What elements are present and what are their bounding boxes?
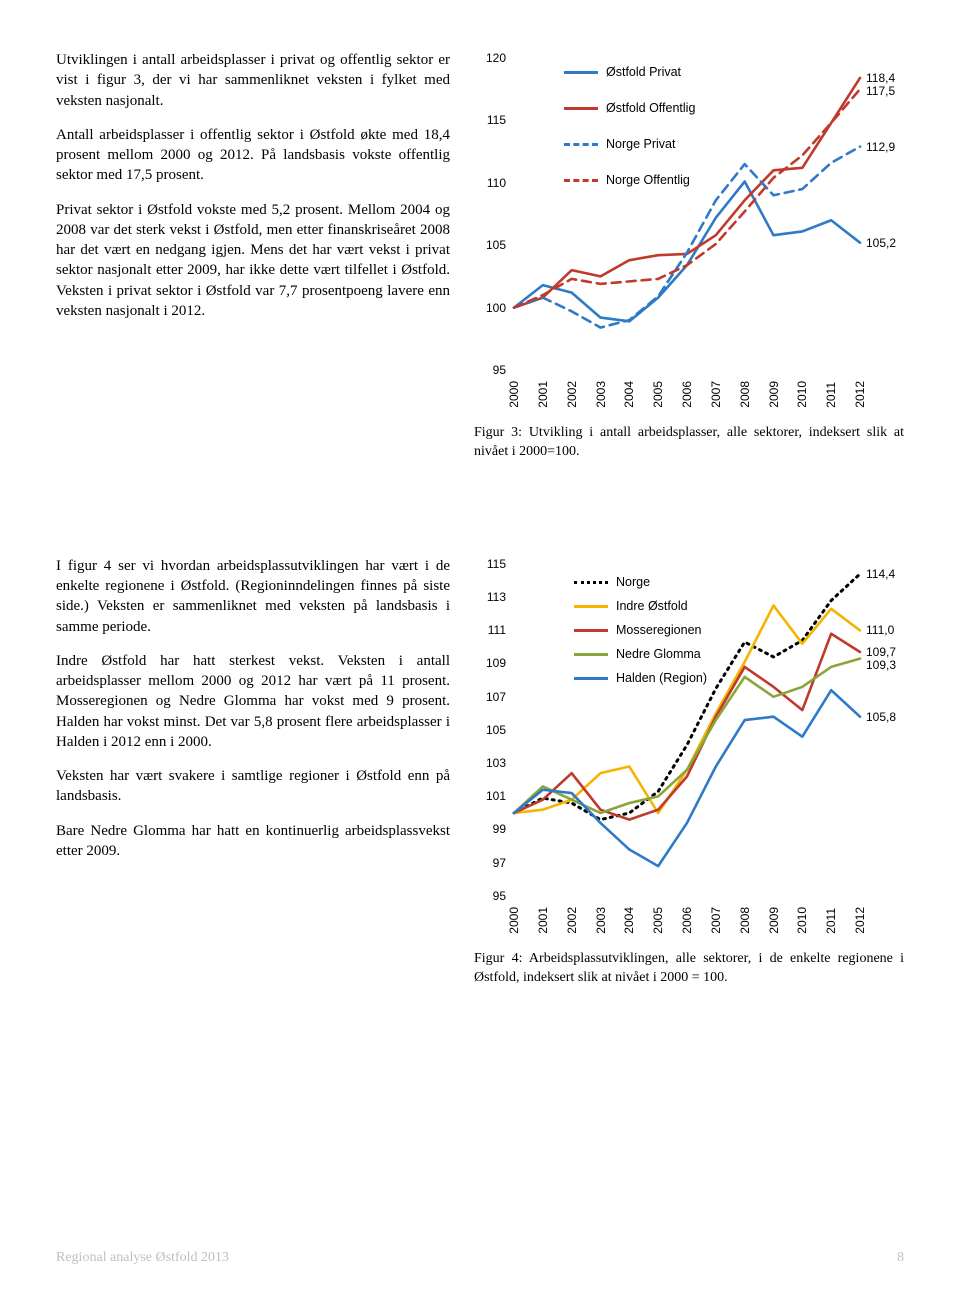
legend-label: Østfold Privat xyxy=(606,64,681,81)
paragraph: Indre Østfold har hatt sterkest vekst. V… xyxy=(56,651,450,752)
footer-title: Regional analyse Østfold 2013 xyxy=(56,1249,229,1268)
bottom-row: I figur 4 ser vi hvordan arbeidsplassutv… xyxy=(56,556,904,1002)
legend-swatch xyxy=(564,71,598,74)
legend-item: Mosseregionen xyxy=(574,622,701,639)
legend-item: Nedre Glomma xyxy=(574,646,701,663)
legend-swatch xyxy=(574,653,608,656)
paragraph: Veksten har vært svakere i samtlige regi… xyxy=(56,766,450,807)
legend-item: Halden (Region) xyxy=(574,670,707,687)
footer-page-number: 8 xyxy=(897,1249,904,1268)
series-end-label: 105,8 xyxy=(866,708,896,724)
series-end-label: 114,4 xyxy=(866,566,895,582)
legend-item: Norge xyxy=(574,574,650,591)
top-text-column: Utviklingen i antall arbeidsplasser i pr… xyxy=(56,50,450,476)
legend-swatch xyxy=(574,629,608,632)
legend-label: Norge Offentlig xyxy=(606,172,690,189)
legend-item: Norge Privat xyxy=(564,136,675,153)
series-end-label: 105,2 xyxy=(866,235,896,251)
legend-swatch xyxy=(564,179,598,182)
series-end-label: 109,3 xyxy=(866,657,896,673)
legend-label: Indre Østfold xyxy=(616,598,688,615)
legend-item: Østfold Privat xyxy=(564,64,681,81)
top-chart-column: 9510010511011512020002001200220032004200… xyxy=(474,50,904,476)
paragraph: I figur 4 ser vi hvordan arbeidsplassutv… xyxy=(56,556,450,637)
legend-label: Norge xyxy=(616,574,650,591)
figure-4-caption: Figur 4: Arbeidsplassutviklingen, alle s… xyxy=(474,950,904,988)
series-end-label: 111,0 xyxy=(866,622,894,638)
legend-label: Mosseregionen xyxy=(616,622,701,639)
series-end-label: 112,9 xyxy=(866,139,895,155)
legend-label: Nedre Glomma xyxy=(616,646,701,663)
figure-3-chart: 9510010511011512020002001200220032004200… xyxy=(474,50,904,410)
paragraph: Bare Nedre Glomma har hatt en kontinuerl… xyxy=(56,821,450,862)
paragraph: Utviklingen i antall arbeidsplasser i pr… xyxy=(56,50,450,111)
paragraph: Antall arbeidsplasser i offentlig sektor… xyxy=(56,125,450,186)
legend-swatch xyxy=(574,605,608,608)
legend-swatch xyxy=(574,581,608,584)
legend-swatch xyxy=(564,107,598,110)
legend-swatch xyxy=(564,143,598,146)
legend-label: Østfold Offentlig xyxy=(606,100,695,117)
bottom-text-column: I figur 4 ser vi hvordan arbeidsplassutv… xyxy=(56,556,450,1002)
bottom-chart-column: 9597991011031051071091111131152000200120… xyxy=(474,556,904,1002)
figure-4-chart: 9597991011031051071091111131152000200120… xyxy=(474,556,904,936)
series-end-label: 117,5 xyxy=(866,83,895,99)
figure-3-caption: Figur 3: Utvikling i antall arbeidsplass… xyxy=(474,424,904,462)
legend-label: Norge Privat xyxy=(606,136,675,153)
legend-item: Østfold Offentlig xyxy=(564,100,695,117)
legend-swatch xyxy=(574,677,608,680)
legend-label: Halden (Region) xyxy=(616,670,707,687)
paragraph: Privat sektor i Østfold vokste med 5,2 p… xyxy=(56,200,450,322)
legend-item: Norge Offentlig xyxy=(564,172,690,189)
legend-item: Indre Østfold xyxy=(574,598,688,615)
top-row: Utviklingen i antall arbeidsplasser i pr… xyxy=(56,50,904,476)
